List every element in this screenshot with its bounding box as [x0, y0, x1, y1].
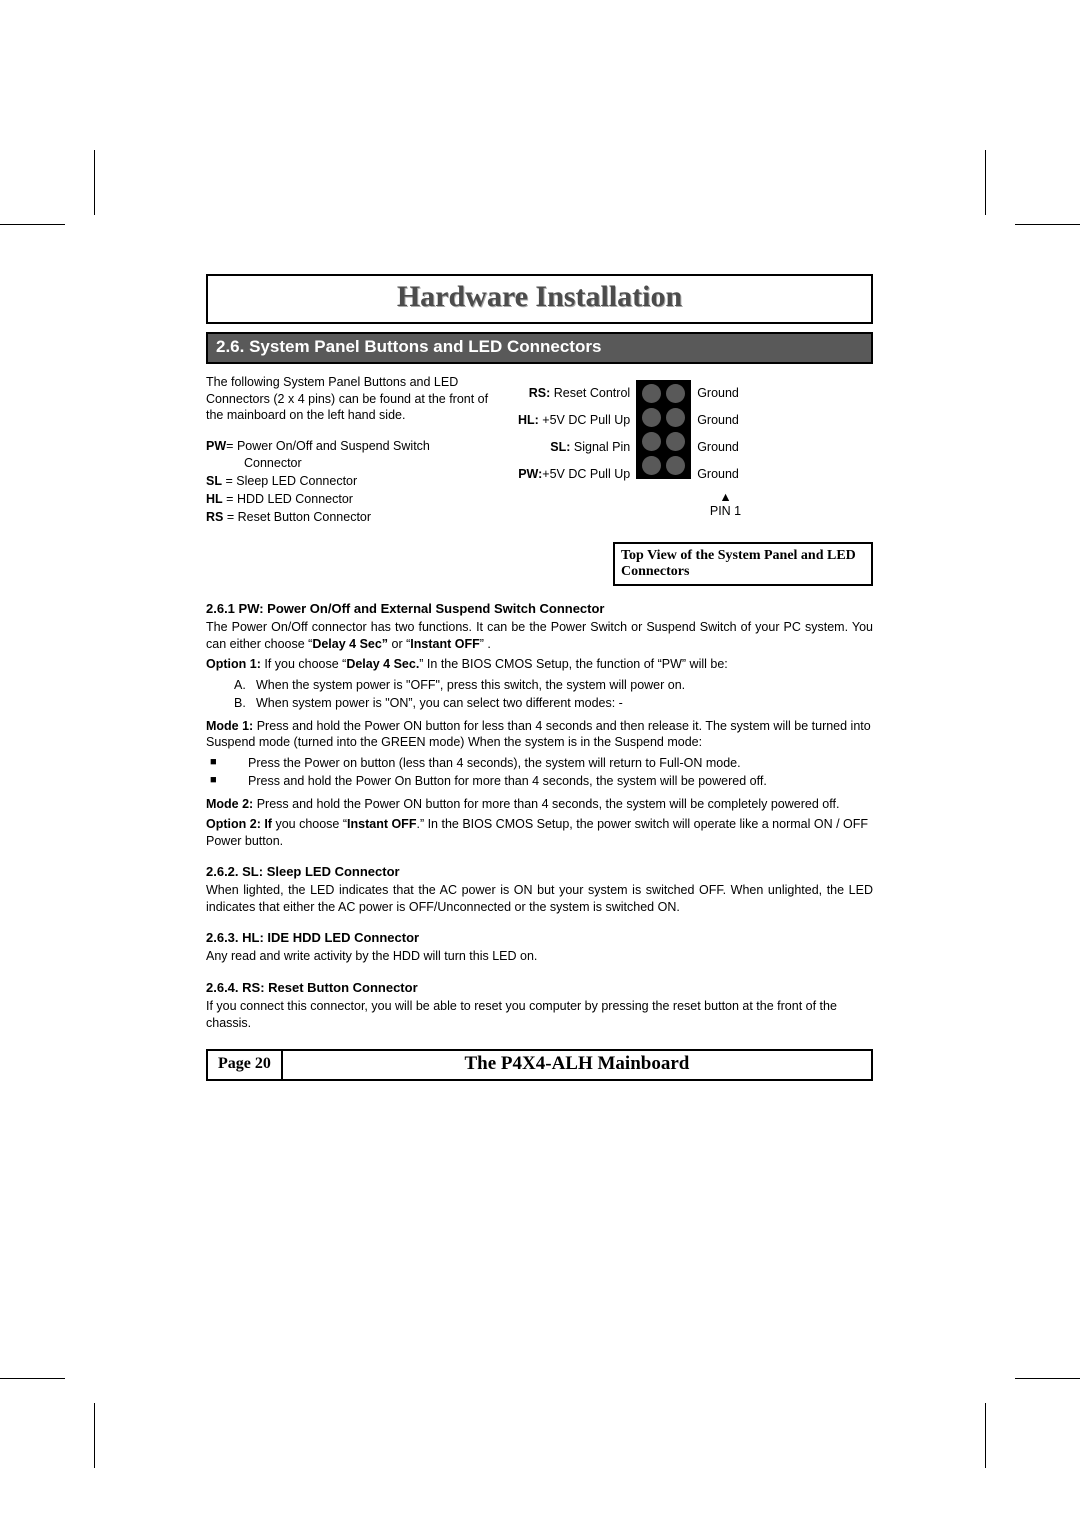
option1-list: A.When the system power is "OFF", press …	[206, 677, 873, 712]
section-header: 2.6. System Panel Buttons and LED Connec…	[206, 332, 873, 364]
mode1-bullets: ■Press the Power on button (less than 4 …	[206, 755, 873, 790]
pin-labels-left: RS: Reset Control HL: +5V DC Pull Up SL:…	[518, 380, 636, 488]
pin-block	[636, 380, 691, 479]
footer-page-number: Page 20	[206, 1049, 281, 1081]
heading-262: 2.6.2. SL: Sleep LED Connector	[206, 863, 873, 880]
pin-diagram: RS: Reset Control HL: +5V DC Pull Up SL:…	[518, 380, 873, 488]
heading-263: 2.6.3. HL: IDE HDD LED Connector	[206, 929, 873, 946]
diagram-caption: Top View of the System Panel and LED Con…	[613, 542, 873, 586]
page-title: Hardware Installation	[397, 280, 682, 313]
heading-261: 2.6.1 PW: Power On/Off and External Susp…	[206, 600, 873, 617]
page-title-box: Hardware Installation	[206, 274, 873, 324]
footer: Page 20 The P4X4-ALH Mainboard	[206, 1049, 873, 1081]
intro-text: The following System Panel Buttons and L…	[206, 374, 506, 424]
pin-labels-right: Ground Ground Ground Ground	[691, 380, 739, 488]
body-sections: 2.6.1 PW: Power On/Off and External Susp…	[206, 600, 873, 1031]
intro-column: The following System Panel Buttons and L…	[206, 374, 506, 586]
definitions-list: PW= Power On/Off and Suspend Switch Conn…	[206, 438, 506, 526]
footer-title: The P4X4-ALH Mainboard	[281, 1049, 873, 1081]
heading-264: 2.6.4. RS: Reset Button Connector	[206, 979, 873, 996]
pin1-label: ▲ PIN 1	[578, 490, 873, 518]
diagram-column: RS: Reset Control HL: +5V DC Pull Up SL:…	[518, 374, 873, 586]
page-content: Hardware Installation 2.6. System Panel …	[206, 274, 873, 1081]
